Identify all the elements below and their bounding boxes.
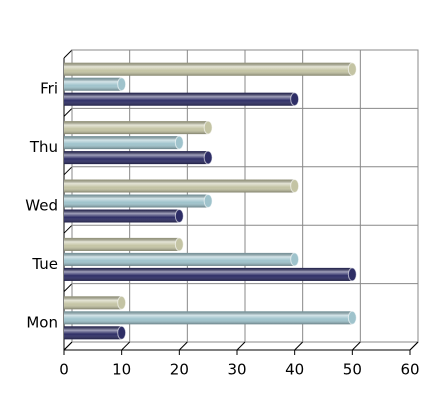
bar-shine [64, 92, 295, 106]
bar-shine [64, 136, 180, 150]
x-tick-label: 20 [170, 361, 189, 379]
floor-line [351, 341, 361, 351]
bar-shine [64, 151, 209, 165]
bar [64, 120, 213, 135]
bar-shine [64, 121, 209, 135]
bar [64, 267, 357, 282]
x-tick-label: 0 [59, 361, 69, 379]
bar-cap [347, 62, 357, 77]
floor-line [63, 341, 73, 351]
floor-line [121, 341, 131, 351]
y-tick-label: Mon [26, 313, 58, 331]
floor-line [294, 341, 304, 351]
y-tick-label: Tue [31, 255, 58, 273]
floor-line [236, 341, 246, 351]
bar-shine [64, 62, 353, 76]
bar-shine [64, 326, 122, 340]
bar-shine [64, 252, 295, 266]
bar [64, 135, 184, 150]
bar-cap [174, 209, 184, 223]
bar-shine [64, 179, 295, 193]
bar-cap [203, 120, 213, 135]
bar-cap [174, 135, 184, 150]
x-tick-label: 10 [112, 361, 131, 379]
bar [64, 150, 213, 165]
category-divider [63, 108, 73, 117]
bar-shine [64, 267, 353, 281]
bar-shine [64, 209, 180, 223]
bar-shine [64, 311, 353, 325]
bar-cap [290, 179, 300, 193]
bar-cap [290, 92, 300, 107]
bar-cap [203, 194, 213, 208]
bar-cap [347, 310, 357, 325]
y-tick-label: Wed [25, 197, 58, 215]
bar [64, 179, 300, 193]
bar-cap [174, 237, 184, 252]
bar-cap [117, 325, 127, 340]
x-tick-label: 40 [285, 361, 304, 379]
bar [64, 77, 127, 92]
bar-shine [64, 296, 122, 310]
x-tick-label: 30 [227, 361, 246, 379]
bar-shine [64, 77, 122, 91]
bar [64, 325, 127, 340]
x-tick-label: 60 [400, 361, 419, 379]
category-divider [63, 283, 73, 292]
category-divider [63, 49, 73, 59]
bar [64, 237, 184, 252]
bar-cap [290, 252, 300, 267]
bar [64, 310, 357, 325]
category-divider [63, 166, 73, 176]
y-tick-label: Fri [40, 80, 58, 98]
bar-cap [347, 267, 357, 282]
bar-cap [203, 150, 213, 165]
bar-cap [117, 295, 127, 310]
bar-shine [64, 194, 209, 208]
bar [64, 209, 184, 223]
bar-cap [117, 77, 127, 92]
bar [64, 295, 127, 310]
y-tick-label: Thu [29, 138, 58, 156]
category-divider [63, 224, 73, 234]
floor-line [178, 341, 188, 351]
bar [64, 92, 300, 107]
bar [64, 194, 213, 208]
bar [64, 62, 357, 77]
bar [64, 252, 300, 267]
x-tick-label: 50 [343, 361, 362, 379]
bar-shine [64, 237, 180, 251]
floor-line [409, 341, 419, 351]
